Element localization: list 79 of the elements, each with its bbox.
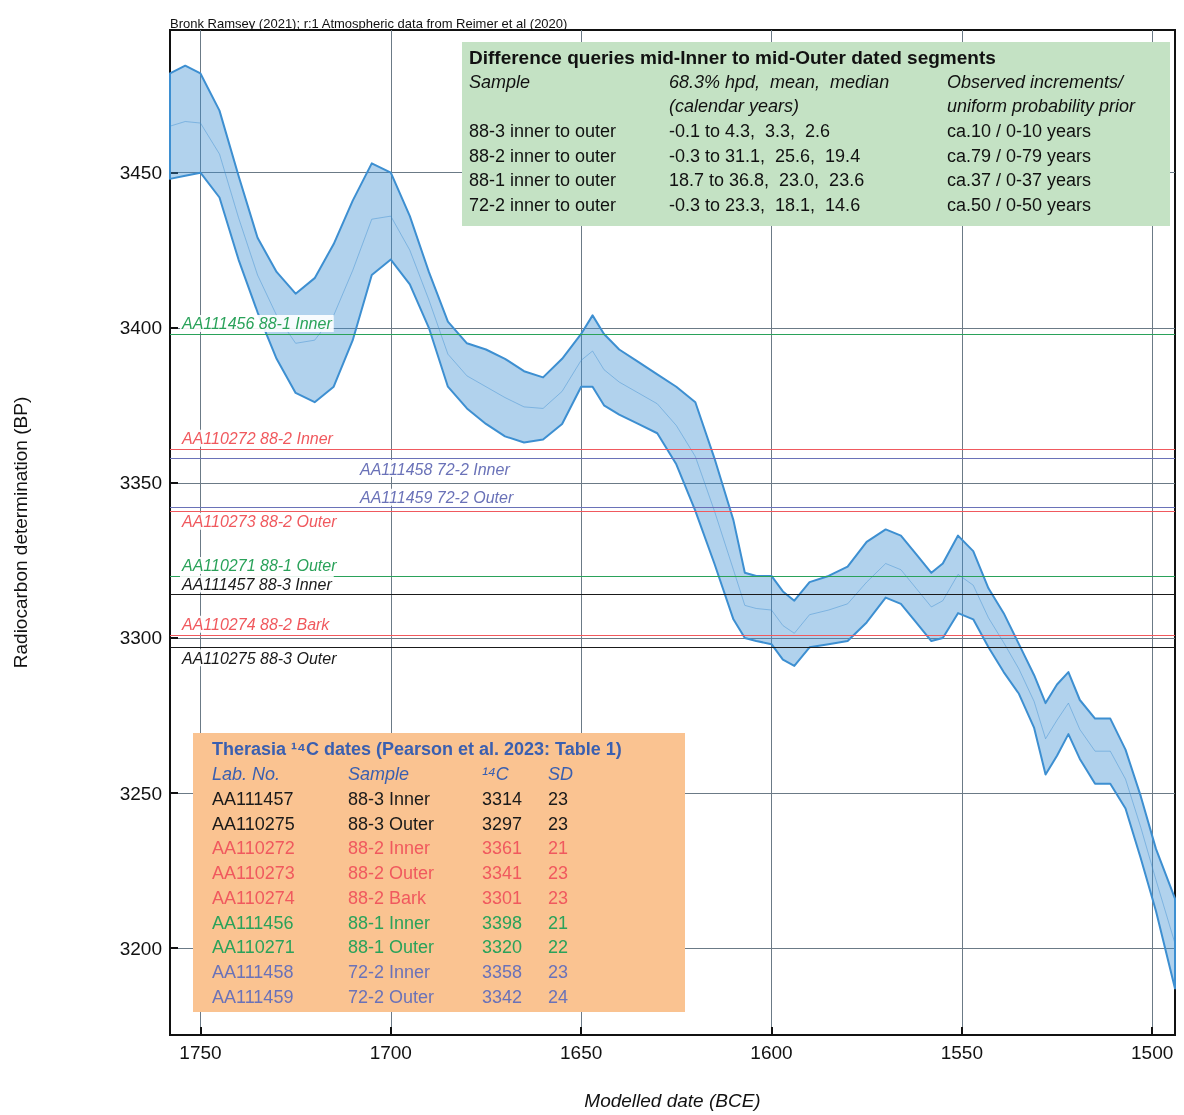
annotation: -0.1 to 4.3, 3.3, 2.6 bbox=[669, 120, 831, 143]
annotation: Difference queries mid-Inner to mid-Outer dated segments bbox=[469, 46, 996, 70]
x-tick-label: 1500 bbox=[1131, 1042, 1174, 1063]
annotation: AA111458 bbox=[212, 960, 294, 984]
annotation: ca.50 / 0-50 years bbox=[947, 194, 1092, 218]
ref-line-label: AA110272 88-2 Inner bbox=[181, 430, 334, 448]
annotation: 88-3 Inner bbox=[348, 788, 431, 811]
annotation: 18.7 to 36.8, 23.0, 23.6 bbox=[669, 169, 865, 193]
ref-line-label: AA111459 72-2 Outer bbox=[359, 489, 514, 507]
annotation: 88-3 inner to outer bbox=[469, 120, 617, 143]
y-tick-label: 3300 bbox=[119, 627, 162, 649]
y-tick-label: 3350 bbox=[119, 472, 162, 494]
annotation: -0.3 to 23.3, 18.1, 14.6 bbox=[669, 194, 861, 218]
annotation: 3320 bbox=[482, 936, 523, 960]
annotation: Lab. No. bbox=[212, 763, 281, 786]
annotation: SD bbox=[548, 763, 574, 786]
annotation: 88-1 Inner bbox=[348, 911, 431, 935]
annotation: 23 bbox=[548, 788, 569, 811]
x-tick-label: 1600 bbox=[750, 1042, 793, 1063]
x-axis-title: Modelled date (BCE) bbox=[584, 1090, 761, 1111]
ref-line-label: AA110274 88-2 Bark bbox=[181, 616, 331, 634]
annotation: 23 bbox=[548, 886, 569, 910]
annotation: AA110274 bbox=[212, 886, 295, 910]
y-tick-label: 3400 bbox=[119, 317, 162, 339]
annotation: 23 bbox=[548, 960, 569, 984]
annotation: AA110272 bbox=[212, 837, 295, 861]
annotation: 3314 bbox=[482, 788, 523, 811]
y-tick-label: 3200 bbox=[119, 937, 162, 959]
y-axis-title: Radiocarbon determination (BP) bbox=[10, 396, 31, 669]
annotation: 68.3% hpd, mean, median (calendar years) bbox=[669, 71, 890, 118]
annotation: 72-2 inner to outer bbox=[469, 194, 617, 218]
annotation: 88-2 Outer bbox=[348, 862, 435, 886]
ref-line-label: AA111457 88-3 Inner bbox=[181, 576, 333, 594]
annotation: -0.3 to 31.1, 25.6, 19.4 bbox=[669, 144, 861, 168]
annotation: 88-2 inner to outer bbox=[469, 144, 617, 168]
annotation: 22 bbox=[548, 936, 569, 960]
annotation: 23 bbox=[548, 812, 569, 836]
annotation: ca.37 / 0-37 years bbox=[947, 169, 1092, 193]
annotation: AA110275 bbox=[212, 812, 295, 836]
annotation: Sample bbox=[348, 763, 410, 786]
x-tick-label: 1650 bbox=[560, 1042, 603, 1063]
annotation: 23 bbox=[548, 862, 569, 886]
annotation: 88-2 Inner bbox=[348, 837, 431, 861]
annotation: 3342 bbox=[482, 985, 523, 1009]
x-tick-label: 1700 bbox=[369, 1042, 412, 1063]
annotation: AA110273 bbox=[212, 862, 295, 886]
annotation: AA111457 bbox=[212, 788, 294, 811]
annotation: Sample bbox=[469, 71, 531, 94]
ref-line-label: AA111456 88-1 Inner bbox=[181, 315, 333, 333]
x-tick-label: 1750 bbox=[179, 1042, 222, 1063]
annotation: 72-2 Outer bbox=[348, 985, 435, 1009]
annotation: 3301 bbox=[482, 886, 523, 910]
annotation: 21 bbox=[548, 911, 569, 935]
ref-line-label: AA110271 88-1 Outer bbox=[181, 557, 338, 575]
y-tick-label: 3450 bbox=[119, 162, 162, 184]
annotation: 88-1 Outer bbox=[348, 936, 435, 960]
annotation: AA110271 bbox=[212, 936, 295, 960]
annotation: 88-1 inner to outer bbox=[469, 169, 617, 193]
annotation: 88-2 Bark bbox=[348, 886, 427, 910]
x-tick-label: 1550 bbox=[940, 1042, 983, 1063]
annotation: 3341 bbox=[482, 862, 523, 886]
ref-line-label: AA111458 72-2 Inner bbox=[359, 460, 511, 478]
annotation: 88-3 Outer bbox=[348, 812, 435, 836]
annotation: AA111456 bbox=[212, 911, 294, 935]
annotation: 72-2 Inner bbox=[348, 960, 431, 984]
annotation: ¹⁴C bbox=[482, 763, 509, 786]
ref-line-label: AA110273 88-2 Outer bbox=[181, 513, 338, 531]
annotation: 3358 bbox=[482, 960, 523, 984]
annotation: 3297 bbox=[482, 812, 523, 836]
annotation: 3361 bbox=[482, 837, 523, 861]
annotation: Therasia ¹⁴C dates (Pearson et al. 2023: Table 1) bbox=[212, 738, 622, 761]
annotation: 21 bbox=[548, 837, 569, 861]
annotation: AA111459 bbox=[212, 985, 294, 1009]
annotation: ca.79 / 0-79 years bbox=[947, 144, 1092, 168]
ref-line-label: AA110275 88-3 Outer bbox=[181, 649, 338, 667]
annotation: 24 bbox=[548, 985, 569, 1009]
y-tick-label: 3250 bbox=[119, 782, 162, 804]
annotation: 3398 bbox=[482, 911, 523, 935]
annotation: ca.10 / 0-10 years bbox=[947, 120, 1092, 143]
